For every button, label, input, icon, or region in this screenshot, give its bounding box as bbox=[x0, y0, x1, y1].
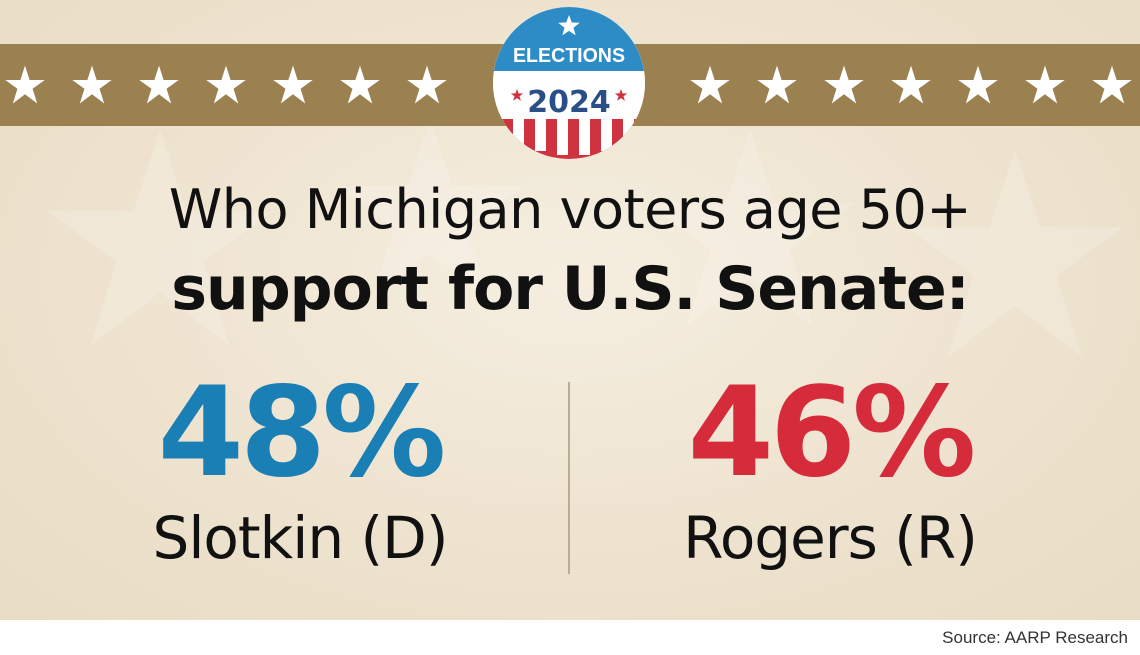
results-divider bbox=[568, 382, 570, 574]
badge-small-star-icon bbox=[510, 89, 524, 101]
band-star-icon bbox=[72, 65, 112, 104]
band-star-icon bbox=[958, 65, 998, 104]
headline-line-1: Who Michigan voters age 50+ bbox=[168, 178, 972, 241]
band-star-icon bbox=[139, 65, 179, 104]
band-star-icon bbox=[1025, 65, 1065, 104]
source-credit: Source: AARP Research bbox=[942, 628, 1128, 647]
band-star-icon bbox=[891, 65, 931, 104]
band-star-icon bbox=[824, 65, 864, 104]
result-democrat: 48% Slotkin (D) bbox=[50, 368, 550, 572]
badge-elections-text: ELECTIONS bbox=[513, 45, 625, 67]
badge-star-icon bbox=[558, 15, 580, 36]
background-star-icon bbox=[336, 118, 524, 298]
result-republican: 46% Rogers (R) bbox=[580, 368, 1080, 572]
band-star-icon bbox=[1092, 65, 1132, 104]
headline-line-2: support for U.S. Senate: bbox=[171, 254, 969, 324]
background-panel: ELECTIONS 2024 Who Michigan voters age 5… bbox=[0, 0, 1140, 620]
star-row-right bbox=[689, 64, 1133, 106]
republican-candidate: Rogers (R) bbox=[683, 504, 978, 572]
badge-small-star-icon bbox=[614, 89, 628, 101]
badge-year-text: 2024 bbox=[527, 85, 611, 120]
band-star-icon bbox=[340, 65, 380, 104]
band-star-icon bbox=[206, 65, 246, 104]
band-star-icon bbox=[5, 65, 45, 104]
band-star-icon bbox=[273, 65, 313, 104]
democrat-percent: 48% bbox=[157, 361, 447, 505]
band-star-icon bbox=[757, 65, 797, 104]
band-star-icon bbox=[407, 65, 447, 104]
elections-badge: ELECTIONS 2024 bbox=[493, 7, 645, 159]
elections-badge-graphic: ELECTIONS 2024 bbox=[493, 7, 645, 159]
star-row-left bbox=[4, 64, 448, 106]
background-star-icon bbox=[646, 128, 854, 327]
background-star-icon bbox=[47, 129, 273, 346]
democrat-candidate: Slotkin (D) bbox=[152, 504, 449, 572]
background-star-icon bbox=[906, 149, 1124, 357]
republican-percent: 46% bbox=[687, 361, 977, 505]
band-star-icon bbox=[690, 65, 730, 104]
